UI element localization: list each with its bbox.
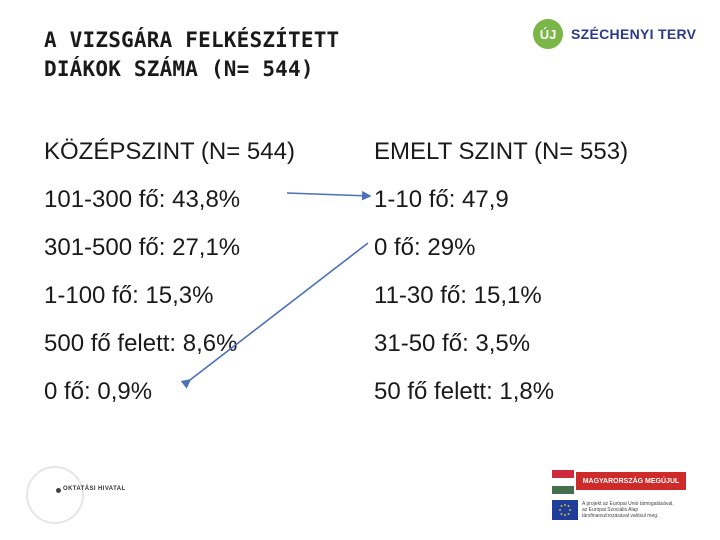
list-item: 101-300 fő: 43,8% xyxy=(44,186,241,213)
list-item: 1-100 fő: 15,3% xyxy=(44,282,214,309)
title-line-2: DIÁKOK SZÁMA (N= 544) xyxy=(44,57,314,81)
szechenyi-terv-logo: ÚJ SZÉCHENYI TERV xyxy=(533,18,697,54)
arrow-top xyxy=(286,190,372,201)
eu-text-line: A projekt az Európai Unió támogatásával, xyxy=(582,501,674,507)
logo-name: SZÉCHENYI TERV xyxy=(571,26,697,42)
list-item: 500 fő felett: 8,6% xyxy=(44,330,238,357)
column-heading: EMELT SZINT (N= 553) xyxy=(374,138,629,165)
uj-leaf-icon: ÚJ xyxy=(533,19,563,49)
eu-funding-text: A projekt az Európai Unió támogatásával,… xyxy=(582,501,674,519)
list-item: 301-500 fő: 27,1% xyxy=(44,234,241,261)
list-item: 0 fő: 0,9% xyxy=(44,378,153,405)
oktatasi-hivatal-logo: OKTATÁSI HIVATAL xyxy=(26,466,136,526)
magyarorszag-megujul-banner: MAGYARORSZÁG MEGÚJUL xyxy=(576,472,686,490)
eu-flag-icon xyxy=(552,500,578,520)
kozepszint-column: KÖZÉPSZINT (N= 544) 101-300 fő: 43,8% 30… xyxy=(44,132,295,420)
eu-text-line: az Európai Szociális Alap xyxy=(582,507,639,513)
page-title: A VIZSGÁRA FELKÉSZÍTETT DIÁKOK SZÁMA (N=… xyxy=(44,26,339,84)
eu-text-line: társfinanszírozásával valósul meg. xyxy=(582,513,659,519)
list-item: 11-30 fő: 15,1% xyxy=(374,282,542,309)
list-item: 50 fő felett: 1,8% xyxy=(374,378,555,405)
list-item: 1-10 fő: 47,9 xyxy=(374,186,509,213)
emelt-szint-column: EMELT SZINT (N= 553) 1-10 fő: 47,9 0 fő:… xyxy=(374,132,628,420)
logo-ring-icon xyxy=(26,466,84,524)
list-item: 31-50 fő: 3,5% xyxy=(374,330,531,357)
funding-logos: MAGYARORSZÁG MEGÚJUL A projekt az Európa… xyxy=(548,470,708,530)
hungarian-flag-icon xyxy=(552,470,574,494)
logo-label: OKTATÁSI HIVATAL xyxy=(63,486,126,492)
logo-dot-icon xyxy=(56,488,61,493)
title-line-1: A VIZSGÁRA FELKÉSZÍTETT xyxy=(44,28,340,52)
column-heading: KÖZÉPSZINT (N= 544) xyxy=(44,138,295,165)
list-item: 0 fő: 29% xyxy=(374,234,476,261)
